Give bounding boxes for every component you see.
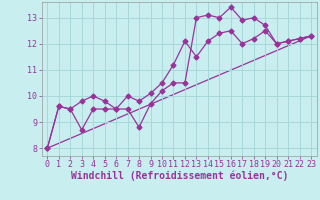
- X-axis label: Windchill (Refroidissement éolien,°C): Windchill (Refroidissement éolien,°C): [70, 171, 288, 181]
